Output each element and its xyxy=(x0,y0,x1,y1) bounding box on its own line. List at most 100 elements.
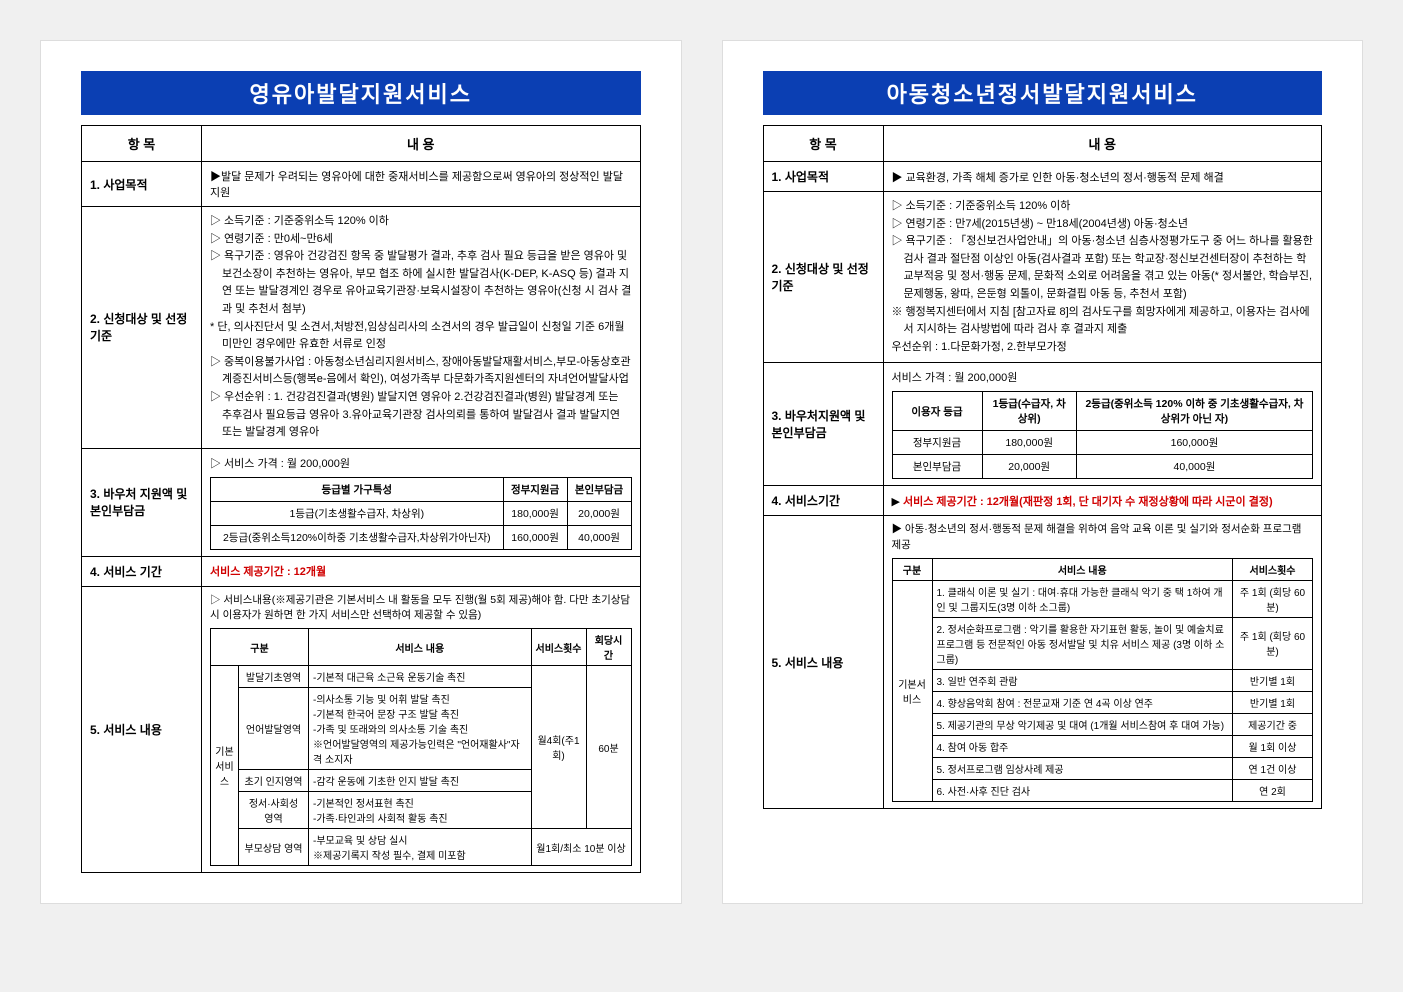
vr01: 180,000원 xyxy=(503,501,567,525)
rvr10: 정부지원금 xyxy=(892,431,982,455)
rvr20: 본인부담금 xyxy=(892,455,982,479)
sta2: 초기 인지영역 xyxy=(239,770,309,792)
rvr22: 40,000원 xyxy=(1076,455,1312,479)
rvh2: 2등급(중위소득 120% 이하 중 기초생활수급자, 차상위가 아닌 자) xyxy=(1076,392,1312,431)
svc-content: 1. 클래식 이론 및 실기 : 대여·휴대 가능한 클래식 악기 중 택 1하… xyxy=(932,580,1233,617)
rlbl-svc: 5. 서비스 내용 xyxy=(763,516,883,809)
rval-voucher: 서비스 가격 : 월 200,000원 이용자 등급 1등급(수급자, 차상위)… xyxy=(883,363,1322,486)
title-right: 아동청소년정서발달지원서비스 xyxy=(763,71,1323,115)
target-line: ▷ 중복이용불가사업 : 아동청소년심리지원서비스, 장애아동발달재활서비스,부… xyxy=(210,354,632,389)
vr02: 20,000원 xyxy=(567,501,631,525)
rlbl-purpose: 1. 사업목적 xyxy=(763,162,883,192)
svc-note: ▷ 서비스내용(※제공기관은 기본서비스 내 활동을 모두 진행(월 5회 제공… xyxy=(210,593,632,625)
svc-content: 3. 일반 연주회 관람 xyxy=(932,669,1233,691)
rvr12: 160,000원 xyxy=(1076,431,1312,455)
svc-content: 6. 사전·사후 진단 검사 xyxy=(932,779,1233,801)
stc4: -부모교육 및 상담 실시 ※제공기록지 작성 필수, 결제 미포함 xyxy=(309,829,532,866)
sta3: 정서·사회성 영역 xyxy=(239,792,309,829)
rval-period: ▶ 서비스 제공기간 : 12개월(재판정 1회, 단 대기자 수 재정상황에 … xyxy=(883,486,1322,516)
lbl-voucher: 3. 바우처 지원액 및 본인부담금 xyxy=(82,448,202,556)
lbl-purpose: 1. 사업목적 xyxy=(82,162,202,207)
rprice: 서비스 가격 : 월 200,000원 xyxy=(892,369,1314,385)
vh2: 본인부담금 xyxy=(567,477,631,501)
basic-label: 기본서비스 xyxy=(211,666,239,866)
svc-table-right: 구분 서비스 내용 서비스횟수 기본서비스1. 클래식 이론 및 실기 : 대여… xyxy=(892,558,1314,802)
sta4: 부모상담 영역 xyxy=(239,829,309,866)
target-line: ▷ 연령기준 : 만0세~만6세 xyxy=(210,231,632,249)
basic-label: 기본서비스 xyxy=(892,580,932,801)
svc-freq: 연 1건 이상 xyxy=(1233,757,1313,779)
val-voucher: ▷ 서비스 가격 : 월 200,000원 등급별 가구특성 정부지원금 본인부… xyxy=(202,448,641,556)
svc-content: 4. 향상음악회 참여 : 전문교재 기준 연 4곡 이상 연주 xyxy=(932,691,1233,713)
page-left: 영유아발달지원서비스 항 목 내 용 1. 사업목적 ▶발달 문제가 우려되는 … xyxy=(40,40,682,904)
svc-freq: 반기별 1회 xyxy=(1233,691,1313,713)
rlbl-voucher: 3. 바우처지원액 및 본인부담금 xyxy=(763,363,883,486)
stc2: -감각 운동에 기초한 인지 발달 촉진 xyxy=(309,770,532,792)
vh1: 정부지원금 xyxy=(503,477,567,501)
title-left: 영유아발달지원서비스 xyxy=(81,71,641,115)
svc-freq: 월 1회 이상 xyxy=(1233,735,1313,757)
target-line: ▷ 소득기준 : 기준중위소득 120% 이하 xyxy=(210,213,632,231)
rsvc-note: ▶ 아동·청소년의 정서·행동적 문제 해결을 위하여 음악 교육 이론 및 실… xyxy=(892,522,1314,554)
target-line: 우선순위 : 1.다문화가정, 2.한부모가정 xyxy=(892,339,1314,357)
th-item: 항 목 xyxy=(82,126,202,162)
vr00: 1등급(기초생활수급자, 차상위) xyxy=(211,501,504,525)
val-purpose: ▶발달 문제가 우려되는 영유아에 대한 중재서비스를 제공함으로써 영유아의 … xyxy=(202,162,641,207)
lbl-target: 2. 신청대상 및 선정기준 xyxy=(82,207,202,449)
target-line: ▷ 우선순위 : 1. 건강검진결과(병원) 발달지연 영유아 2.건강검진결과… xyxy=(210,389,632,442)
stf2: 월1회/최소 10분 이상 xyxy=(531,829,631,866)
voucher-table-right: 이용자 등급 1등급(수급자, 차상위) 2등급(중위소득 120% 이하 중 … xyxy=(892,391,1314,479)
target-line: ▷ 연령기준 : 만7세(2015년생) ~ 만18세(2004년생) 아동·청… xyxy=(892,216,1314,234)
target-line: ▷ 욕구기준 : 영유아 건강검진 항목 중 발달평가 결과, 추후 검사 필요… xyxy=(210,248,632,318)
val-target: ▷ 소득기준 : 기준중위소득 120% 이하▷ 연령기준 : 만0세~만6세▷… xyxy=(202,207,641,449)
val-svc: ▷ 서비스내용(※제공기관은 기본서비스 내 활동을 모두 진행(월 5회 제공… xyxy=(202,586,641,873)
svc-freq: 연 2회 xyxy=(1233,779,1313,801)
rlbl-period: 4. 서비스기간 xyxy=(763,486,883,516)
rvr21: 20,000원 xyxy=(982,455,1076,479)
svc-content: 5. 제공기관의 무상 악기제공 및 대여 (1개월 서비스참여 후 대여 가능… xyxy=(932,713,1233,735)
rvh1: 1등급(수급자, 차상위) xyxy=(982,392,1076,431)
sh-freq: 서비스횟수 xyxy=(531,629,586,666)
svc-content: 2. 정서순화프로그램 : 악기를 활용한 자기표현 활동, 놀이 및 예술치료… xyxy=(932,617,1233,669)
sta1: 언어발달영역 xyxy=(239,688,309,770)
price: ▷ 서비스 가격 : 월 200,000원 xyxy=(210,455,632,471)
rvh0: 이용자 등급 xyxy=(892,392,982,431)
svc-freq: 주 1회 (회당 60분) xyxy=(1233,580,1313,617)
stc0: -기본적 대근육 소근육 운동기술 촉진 xyxy=(309,666,532,688)
rvr11: 180,000원 xyxy=(982,431,1076,455)
target-line: * 단, 의사진단서 및 소견서,처방전,임상심리사의 소견서의 경우 발급일이… xyxy=(210,319,632,354)
main-table-right: 항 목 내 용 1. 사업목적 ▶ 교육환경, 가족 해체 증가로 인한 아동·… xyxy=(763,125,1323,809)
stt1: 60분 xyxy=(586,666,631,829)
lbl-period: 4. 서비스 기간 xyxy=(82,556,202,586)
rsh-content: 서비스 내용 xyxy=(932,558,1233,580)
target-line: ※ 행정복지센터에서 지침 [참고자료 8]의 검사도구를 희망자에게 제공하고… xyxy=(892,304,1314,339)
rth-content: 내 용 xyxy=(883,126,1322,162)
target-line: ▷ 욕구기준 : 「정신보건사업안내」의 아동·청소년 심층사정평가도구 중 어… xyxy=(892,233,1314,303)
vh0: 등급별 가구특성 xyxy=(211,477,504,501)
vr11: 160,000원 xyxy=(503,525,567,549)
rsh-gubun: 구분 xyxy=(892,558,932,580)
voucher-table-left: 등급별 가구특성 정부지원금 본인부담금 1등급(기초생활수급자, 차상위) 1… xyxy=(210,477,632,550)
rsh-freq: 서비스횟수 xyxy=(1233,558,1313,580)
sh-content: 서비스 내용 xyxy=(309,629,532,666)
rval-purpose: ▶ 교육환경, 가족 해체 증가로 인한 아동·청소년의 정서·행동적 문제 해… xyxy=(883,162,1322,192)
stc3: -기본적인 정서표현 촉진 -가족·타인과의 사회적 활동 촉진 xyxy=(309,792,532,829)
sta0: 발달기초영역 xyxy=(239,666,309,688)
th-content: 내 용 xyxy=(202,126,641,162)
sh-area: 구분 xyxy=(211,629,309,666)
lbl-svc: 5. 서비스 내용 xyxy=(82,586,202,873)
svc-content: 5. 정서프로그램 임상사례 제공 xyxy=(932,757,1233,779)
val-period: 서비스 제공기간 : 12개월 xyxy=(202,556,641,586)
rval-target: ▷ 소득기준 : 기준중위소득 120% 이하▷ 연령기준 : 만7세(2015… xyxy=(883,192,1322,363)
stc1: -의사소통 기능 및 어휘 발달 촉진 -기본적 한국어 문장 구조 발달 촉진… xyxy=(309,688,532,770)
svc-freq: 반기별 1회 xyxy=(1233,669,1313,691)
main-table-left: 항 목 내 용 1. 사업목적 ▶발달 문제가 우려되는 영유아에 대한 중재서… xyxy=(81,125,641,873)
svc-content: 4. 참여 아동 합주 xyxy=(932,735,1233,757)
stf1: 월4회(주1회) xyxy=(531,666,586,829)
rlbl-target: 2. 신청대상 및 선정기준 xyxy=(763,192,883,363)
rth-item: 항 목 xyxy=(763,126,883,162)
page-right: 아동청소년정서발달지원서비스 항 목 내 용 1. 사업목적 ▶ 교육환경, 가… xyxy=(722,40,1364,904)
vr12: 40,000원 xyxy=(567,525,631,549)
svc-freq: 제공기간 중 xyxy=(1233,713,1313,735)
vr10: 2등급(중위소득120%이하중 기초생활수급자,차상위가아닌자) xyxy=(211,525,504,549)
